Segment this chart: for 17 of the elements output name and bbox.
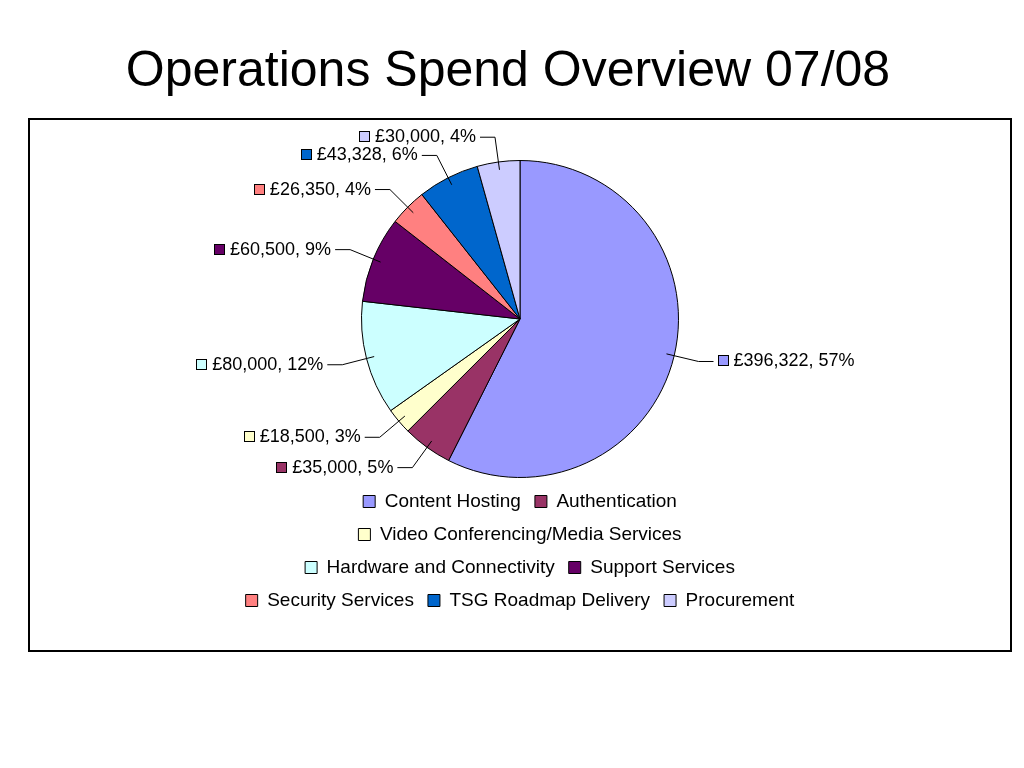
chart-title: Operations Spend Overview 07/08 [124,40,892,98]
data-label: £26,350, 4% [269,178,371,199]
legend-label: Authentication [556,489,677,511]
legend-label: Video Conferencing/Media Services [379,522,682,544]
legend-label: TSG Roadmap Delivery [449,588,651,610]
legend-label: Hardware and Connectivity [326,555,556,577]
legend-label: Support Services [590,555,735,577]
data-label: £35,000, 5% [292,456,394,477]
data-label: £18,500, 3% [259,426,361,447]
legend-label: Procurement [685,588,796,610]
data-label: £396,322, 57% [733,350,855,371]
data-label: £60,500, 9% [230,238,332,259]
data-label: £80,000, 12% [212,353,324,374]
data-label: £30,000, 4% [374,126,477,147]
data-label: £43,328, 6% [316,144,418,165]
legend-label: Security Services [267,588,414,610]
legend-label: Content Hosting [384,489,521,511]
